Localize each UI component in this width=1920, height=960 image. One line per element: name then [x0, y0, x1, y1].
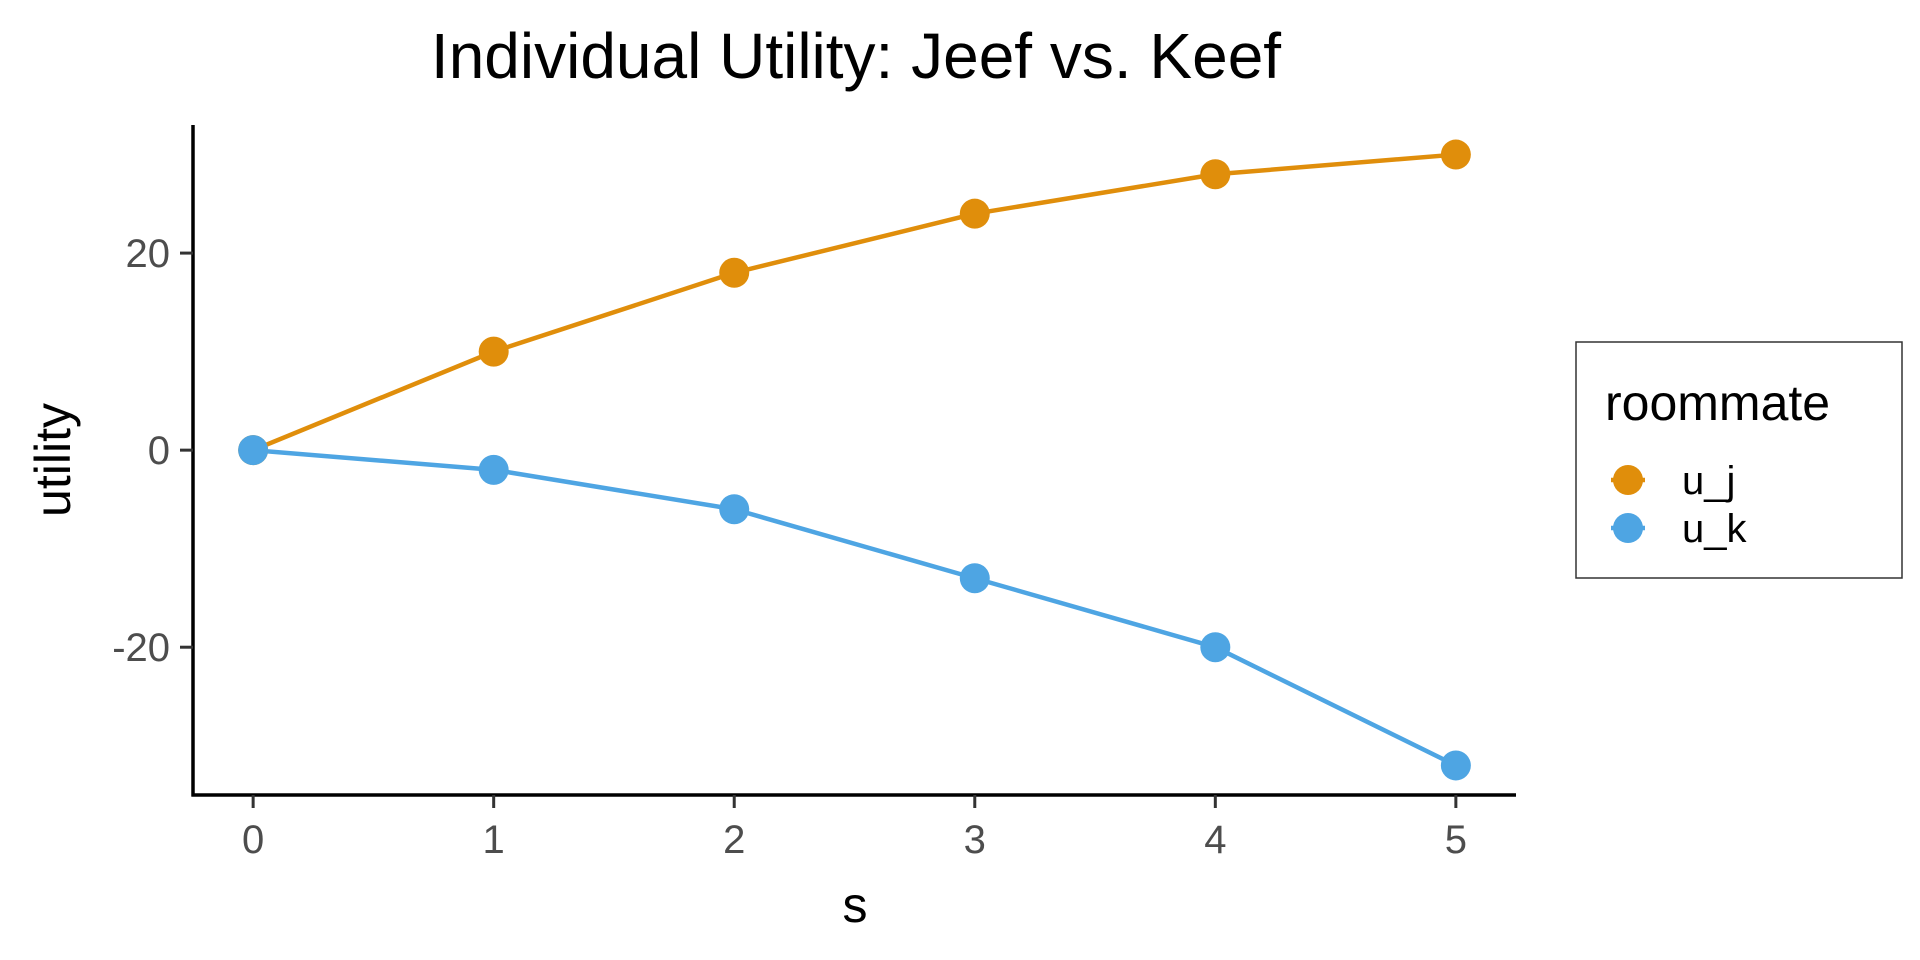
data-point-u_j	[719, 257, 750, 288]
legend-label: u_j	[1682, 459, 1735, 503]
x-tick-label: 1	[483, 818, 505, 862]
legend: roommate u_ju_k	[1575, 341, 1903, 579]
plot-area: 0 1 2 3 4 5 -20 0 20	[112, 125, 1516, 862]
legend-title: roommate	[1605, 375, 1830, 431]
legend-label: u_k	[1682, 507, 1747, 551]
x-tick-label: 3	[964, 818, 986, 862]
y-tick-label: -20	[112, 626, 170, 670]
data-point-u_j	[959, 198, 990, 229]
x-axis-title: s	[843, 877, 868, 933]
data-point-u_k	[719, 494, 750, 525]
series-line-u_j	[252, 152, 1457, 453]
data-point-u_k	[478, 454, 509, 485]
y-tick-label: 20	[126, 232, 171, 276]
legend-key-marker	[1613, 465, 1643, 495]
data-point-u_j	[1440, 139, 1471, 170]
y-tick-label: 0	[148, 429, 170, 473]
x-tick-label: 4	[1204, 818, 1226, 862]
data-point-u_k	[1200, 632, 1231, 663]
data-point-u_k	[238, 435, 269, 466]
chart-title: Individual Utility: Jeef vs. Keef	[431, 20, 1281, 92]
data-point-u_k	[959, 563, 990, 594]
x-tick-label: 5	[1445, 818, 1467, 862]
series-line-u_k	[252, 447, 1457, 768]
x-tick-label: 0	[242, 818, 264, 862]
data-point-u_k	[1440, 750, 1471, 781]
x-tick-label: 2	[723, 818, 745, 862]
data-point-u_j	[1200, 159, 1231, 190]
legend-key-marker	[1613, 513, 1643, 543]
y-axis-title: utility	[25, 403, 81, 517]
data-point-u_j	[478, 336, 509, 367]
